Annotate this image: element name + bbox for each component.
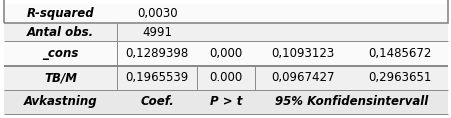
Text: TB/M: TB/M bbox=[44, 71, 77, 84]
Text: 4991: 4991 bbox=[142, 26, 172, 39]
Bar bbox=[4, 41, 117, 66]
Text: 0,1965539: 0,1965539 bbox=[125, 71, 189, 84]
Text: 0,0967427: 0,0967427 bbox=[271, 71, 334, 84]
Text: 0,1485672: 0,1485672 bbox=[367, 47, 430, 60]
Bar bbox=[117, 90, 197, 114]
Text: 0,1289398: 0,1289398 bbox=[125, 47, 189, 60]
Text: Antal obs.: Antal obs. bbox=[27, 26, 94, 39]
Bar bbox=[254, 66, 447, 90]
Bar bbox=[254, 41, 447, 66]
Text: 0,0030: 0,0030 bbox=[137, 7, 177, 20]
Text: 0,1093123: 0,1093123 bbox=[271, 47, 334, 60]
Text: Coef.: Coef. bbox=[140, 95, 174, 108]
Bar bbox=[117, 41, 197, 66]
Text: _cons: _cons bbox=[42, 47, 78, 60]
Bar bbox=[4, 23, 447, 41]
Bar bbox=[197, 41, 254, 66]
Bar bbox=[197, 66, 254, 90]
Bar bbox=[4, 66, 117, 90]
Text: Avkastning: Avkastning bbox=[24, 95, 97, 108]
Bar bbox=[4, 4, 447, 23]
Text: R-squared: R-squared bbox=[27, 7, 94, 20]
Bar bbox=[254, 90, 447, 114]
Text: P > t: P > t bbox=[209, 95, 242, 108]
Text: 95% Konfidensintervall: 95% Konfidensintervall bbox=[274, 95, 427, 108]
Text: 0,000: 0,000 bbox=[209, 47, 242, 60]
Bar bbox=[4, 90, 117, 114]
Text: 0,2963651: 0,2963651 bbox=[367, 71, 430, 84]
Text: 0.000: 0.000 bbox=[209, 71, 242, 84]
Bar bbox=[117, 66, 197, 90]
Bar bbox=[197, 90, 254, 114]
